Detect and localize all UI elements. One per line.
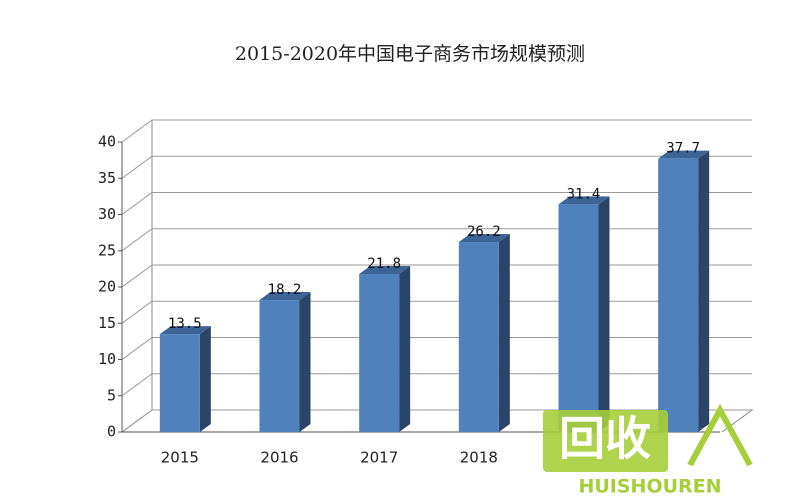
data-label: 21.8 bbox=[367, 256, 401, 272]
bar-side bbox=[498, 234, 510, 432]
y-tick-label: 20 bbox=[98, 278, 116, 296]
x-tick-label: 2017 bbox=[360, 449, 398, 467]
bar bbox=[359, 273, 400, 432]
grid-line bbox=[121, 192, 752, 215]
y-tick-label: 15 bbox=[98, 314, 116, 332]
watermark: 回收 HUISHOUREN bbox=[543, 403, 753, 498]
y-tick-label: 35 bbox=[98, 169, 116, 187]
watermark-subtext: HUISHOUREN bbox=[578, 476, 721, 498]
bar-top bbox=[558, 196, 610, 205]
y-tick-label: 25 bbox=[98, 241, 116, 259]
bar-top bbox=[658, 150, 710, 159]
y-tick-label: 0 bbox=[107, 423, 116, 441]
bar bbox=[658, 158, 699, 433]
bar-side bbox=[199, 326, 211, 432]
bar-side bbox=[698, 150, 710, 433]
y-tick-label: 10 bbox=[98, 350, 116, 368]
x-tick-label: 2016 bbox=[260, 449, 298, 467]
grid-line bbox=[121, 119, 752, 143]
bar-top bbox=[359, 265, 411, 274]
bar-top bbox=[259, 292, 311, 301]
y-tick-label: 40 bbox=[98, 133, 116, 151]
bar-side bbox=[598, 196, 610, 432]
grid-line bbox=[121, 155, 752, 179]
data-label: 31.4 bbox=[567, 186, 601, 202]
bar-top bbox=[458, 234, 510, 243]
y-tick-label: 5 bbox=[107, 386, 116, 404]
bar bbox=[458, 242, 499, 432]
y-tick-label: 30 bbox=[98, 205, 116, 223]
x-tick-label: 2015 bbox=[161, 449, 199, 467]
data-label: 13.5 bbox=[168, 316, 202, 332]
data-label: 18.2 bbox=[268, 282, 302, 298]
x-tick-label: 2018 bbox=[460, 449, 498, 467]
watermark-logo bbox=[687, 403, 753, 467]
bar-side bbox=[399, 265, 411, 432]
grid-line bbox=[121, 373, 752, 397]
data-label: 37.7 bbox=[666, 141, 700, 157]
bar bbox=[159, 334, 200, 432]
bar bbox=[259, 300, 300, 432]
watermark-text: 回收 bbox=[559, 412, 651, 466]
bar-side bbox=[299, 292, 311, 432]
grid-line bbox=[121, 264, 752, 288]
bar-top bbox=[159, 326, 211, 335]
data-label: 26.2 bbox=[467, 224, 501, 240]
watermark-box bbox=[543, 410, 668, 472]
grid-line bbox=[121, 300, 752, 324]
grid-line bbox=[121, 337, 752, 360]
bar bbox=[558, 204, 599, 432]
chart-title: 2015-2020年中国电子商务市场规模预测 bbox=[235, 43, 585, 65]
grid-line bbox=[121, 228, 752, 252]
